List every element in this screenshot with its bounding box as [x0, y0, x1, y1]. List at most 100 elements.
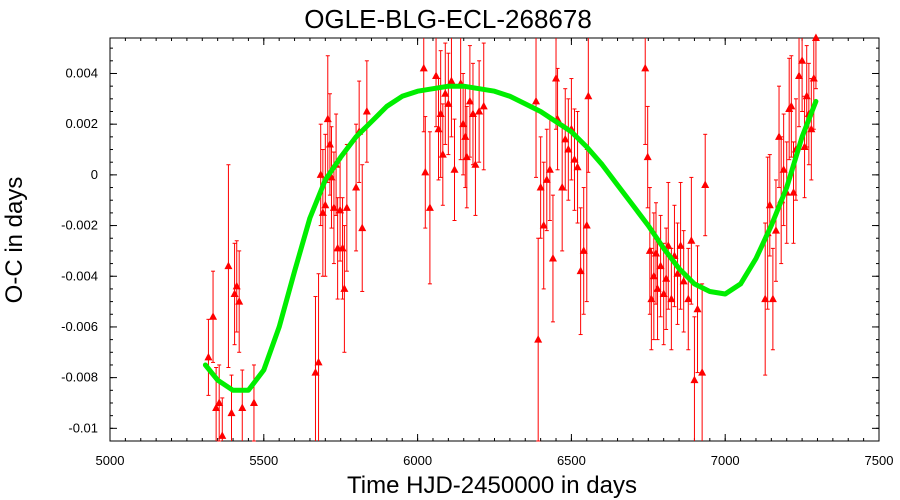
data-point-triangle — [807, 124, 816, 133]
data-point-triangle — [204, 352, 213, 361]
data-point-triangle — [441, 89, 450, 97]
y-tick-label: 0 — [91, 167, 98, 182]
data-point-triangle — [534, 335, 543, 343]
data-point-triangle — [779, 165, 788, 173]
data-point-triangle — [802, 91, 811, 100]
data-point-triangle — [800, 142, 809, 150]
data-point-triangle — [311, 368, 320, 376]
fit-curve — [202, 83, 819, 393]
data-point-triangle — [809, 74, 818, 82]
data-point-triangle — [215, 398, 224, 406]
x-tick-label: 7000 — [711, 453, 740, 468]
x-tick-label: 5500 — [249, 453, 278, 468]
y-axis-label: O-C in days — [1, 177, 28, 304]
data-point-triangle — [768, 294, 777, 303]
data-point-triangle — [548, 254, 557, 262]
data-point-triangle — [436, 109, 445, 118]
data-point-triangle — [576, 266, 585, 275]
data-point-triangle — [340, 284, 349, 292]
data-point-triangle — [323, 114, 332, 123]
y-tick-label: -0.002 — [61, 218, 98, 233]
data-point-triangle — [536, 183, 545, 191]
data-point-triangle — [582, 221, 591, 229]
data-point-triangle — [676, 241, 685, 249]
data-point-triangle — [552, 74, 561, 82]
y-tick-label: 0.004 — [65, 65, 98, 80]
data-point-triangle — [667, 294, 676, 303]
data-point-triangle — [362, 107, 371, 115]
data-point-triangle — [358, 223, 367, 232]
data-point-triangle — [798, 56, 807, 64]
data-point-triangle — [444, 99, 453, 107]
data-point-triangle — [570, 155, 579, 163]
chart-title: OGLE-BLG-ECL-268678 — [304, 4, 592, 34]
data-point-triangle — [656, 261, 665, 270]
data-point-triangle — [664, 241, 673, 249]
data-point-triangle — [447, 76, 456, 85]
y-tick-label: -0.008 — [61, 370, 98, 385]
data-point-triangle — [218, 431, 227, 439]
data-point-triangle — [579, 246, 588, 254]
data-point-triangle — [679, 276, 688, 285]
data-point-triangle — [342, 203, 351, 211]
x-tick-label: 6500 — [557, 453, 586, 468]
data-point-triangle — [425, 203, 434, 211]
data-point-triangle — [212, 403, 221, 412]
data-point-triangle — [771, 226, 780, 234]
data-point-triangle — [235, 297, 244, 305]
data-point-triangle — [653, 284, 662, 292]
data-point-triangle — [542, 175, 551, 183]
data-point-triangle — [227, 408, 236, 417]
data-point-triangle — [432, 71, 441, 80]
data-point-triangle — [321, 200, 330, 209]
data-point-triangle — [651, 248, 660, 257]
data-point-triangle — [209, 312, 218, 320]
data-point-triangle — [690, 375, 699, 384]
data-point-triangle — [558, 183, 567, 191]
data-point-triangle — [698, 368, 707, 376]
y-tick-label: 0.002 — [65, 116, 98, 131]
data-point-triangle — [687, 236, 696, 244]
data-point-triangle — [684, 294, 693, 303]
data-point-triangle — [673, 269, 682, 277]
data-point-triangle — [787, 101, 796, 110]
plot-area: 5000 5500 6000 6500 7000 7500 -0.01 -0.008 -0.00… — [61, 33, 894, 468]
y-tick-label: -0.004 — [61, 268, 98, 283]
y-tick-label: -0.006 — [61, 319, 98, 334]
data-point-triangle — [564, 145, 573, 153]
data-point-triangle — [316, 170, 325, 178]
data-point-triangle — [561, 134, 570, 143]
data-point-triangle — [352, 183, 361, 191]
data-point-triangle — [775, 132, 784, 140]
data-point-triangle — [645, 246, 654, 254]
y-tick-label: -0.01 — [68, 420, 98, 435]
data-point-triangle — [545, 165, 554, 173]
data-point-triangle — [314, 357, 323, 366]
x-axis-label: Time HJD-2450000 in days — [347, 472, 637, 499]
data-point-triangle — [573, 162, 582, 171]
data-point-triangle — [461, 132, 470, 140]
data-point-triangle — [811, 33, 820, 41]
data-point-triangle — [479, 101, 488, 110]
data-point-triangle — [462, 152, 471, 161]
x-tick-label: 6000 — [403, 453, 432, 468]
data-point-triangle — [693, 304, 702, 313]
data-point-triangle — [471, 160, 480, 168]
data-point-triangle — [584, 91, 593, 100]
data-point-triangle — [795, 71, 804, 80]
data-point-triangle — [238, 403, 247, 412]
data-point-triangle — [249, 398, 258, 406]
x-tick-label: 7500 — [865, 453, 894, 468]
x-tick-label: 5000 — [96, 453, 125, 468]
data-point-triangle — [465, 96, 474, 105]
data-point-triangle — [641, 63, 650, 72]
data-point-triangle — [765, 200, 774, 209]
data-point-triangle — [419, 63, 428, 72]
data-point-triangle — [643, 152, 652, 161]
data-point-triangle — [701, 180, 710, 189]
data-point-triangle — [532, 96, 541, 105]
data-point-triangle — [421, 167, 430, 176]
data-point-triangle — [230, 289, 239, 297]
data-point-triangle — [224, 261, 233, 270]
